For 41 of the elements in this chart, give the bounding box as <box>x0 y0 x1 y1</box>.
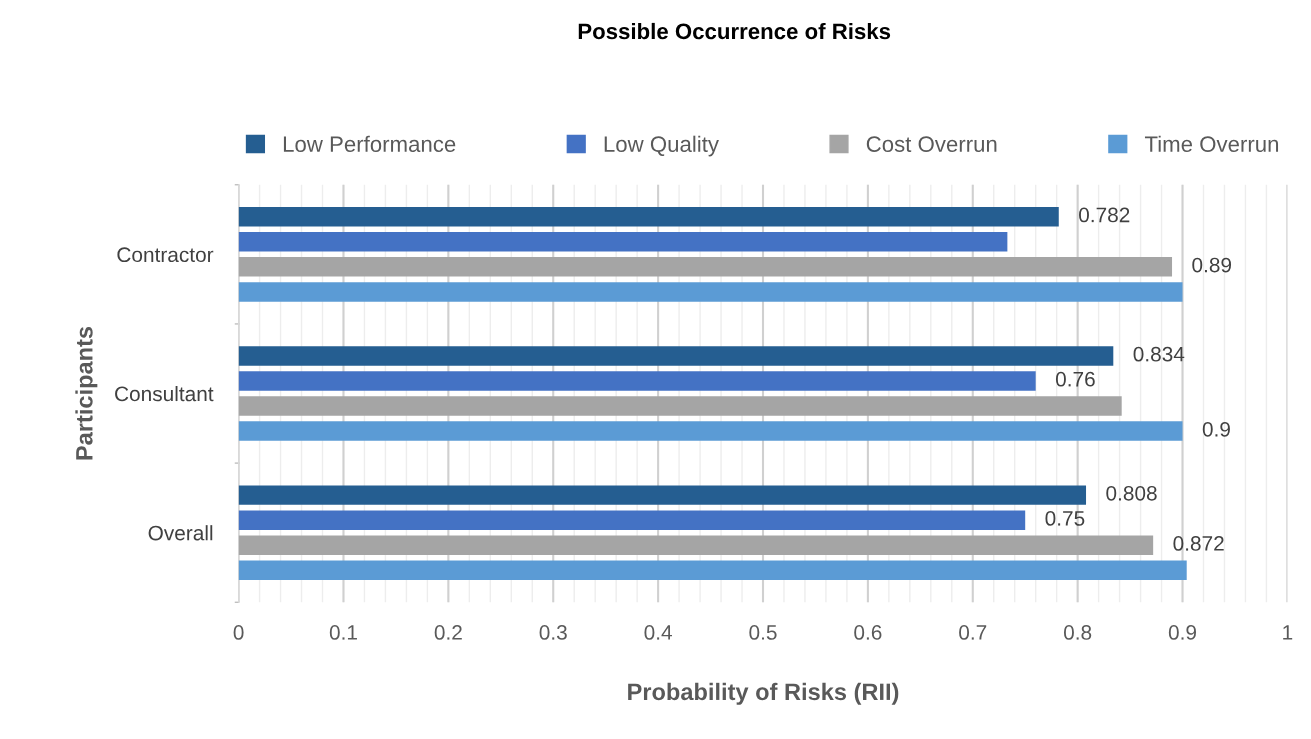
bar <box>238 421 1183 441</box>
x-tick-label: 0.6 <box>854 625 882 640</box>
x-tick-label: 0.9 <box>1168 625 1197 640</box>
x-tick-label: 0.2 <box>434 625 462 640</box>
x-tick-label: 0 <box>233 625 244 640</box>
x-tick-label: 0.8 <box>1063 625 1092 640</box>
data-label: 0.9 <box>1202 421 1230 437</box>
bar <box>238 485 1087 505</box>
bar <box>238 560 1187 581</box>
x-axis-title: Probability of Risks (RII) <box>628 682 899 705</box>
data-label: 0.89 <box>1192 257 1232 273</box>
x-tick-label: 0.5 <box>749 625 777 640</box>
y-axis-title: Participants <box>75 326 98 460</box>
bar <box>238 257 1173 277</box>
data-label: 0.782 <box>1079 207 1130 223</box>
bar <box>238 207 1059 227</box>
chart-title: Possible Occurrence of Risks <box>578 22 891 40</box>
data-label: 0.834 <box>1133 346 1185 362</box>
legend-label: Time Overrun <box>1144 135 1279 153</box>
bar <box>238 282 1183 302</box>
x-tick-label: 0.7 <box>959 625 987 640</box>
legend-label: Low Performance <box>283 135 456 153</box>
bar <box>238 346 1114 366</box>
bar <box>238 535 1154 555</box>
data-label: 0.75 <box>1045 511 1085 526</box>
bar <box>238 232 1008 252</box>
data-label: 0.808 <box>1106 485 1157 501</box>
bar <box>238 510 1026 530</box>
y-tick-label: Contractor <box>117 247 214 263</box>
x-tick-label: 1 <box>1283 625 1293 640</box>
y-tick-label: Consultant <box>115 385 214 402</box>
x-tick-label: 0.1 <box>329 625 357 640</box>
bar <box>238 371 1036 391</box>
data-label: 0.76 <box>1055 371 1095 387</box>
x-tick-label: 0.3 <box>539 625 567 640</box>
data-label: 0.872 <box>1173 536 1224 551</box>
bar <box>238 396 1122 416</box>
legend-label: Cost Overrun <box>866 136 997 153</box>
x-tick-label: 0.4 <box>644 625 672 640</box>
y-tick-label: Overall <box>148 525 213 541</box>
legend-label: Low Quality <box>604 135 719 157</box>
